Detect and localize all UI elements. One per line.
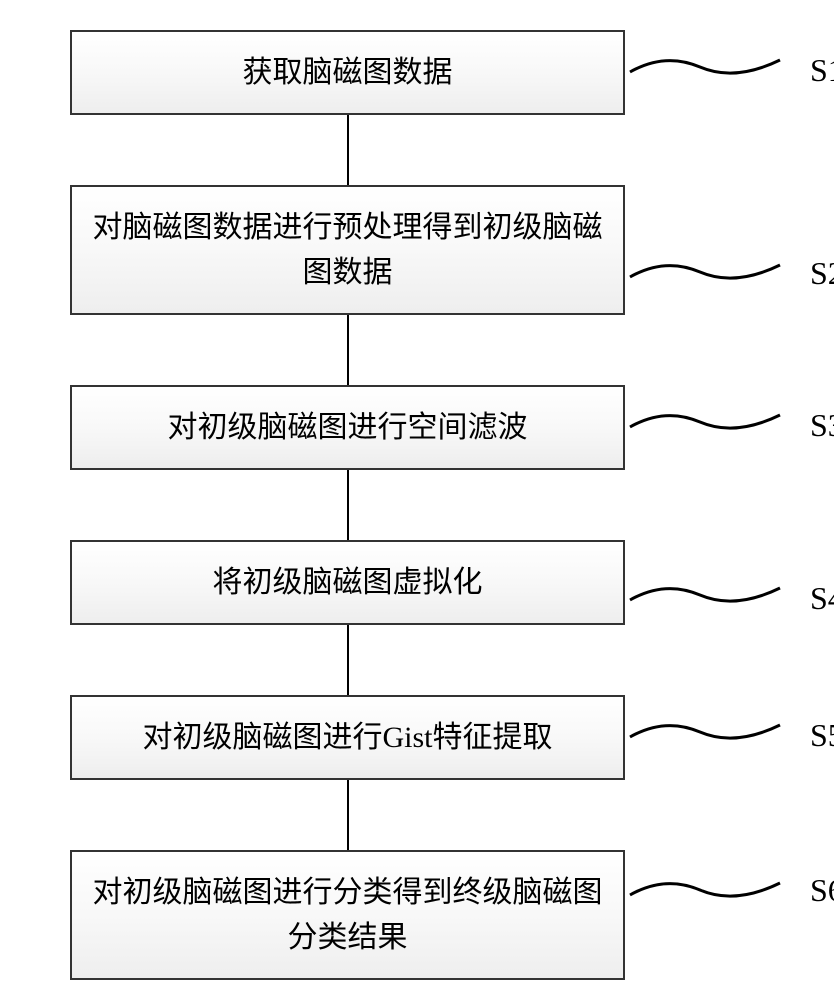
- step-text: 对脑磁图数据进行预处理得到初级脑磁图数据: [92, 205, 603, 295]
- step-label: S4: [810, 580, 834, 617]
- step-s2: 对脑磁图数据进行预处理得到初级脑磁图数据 S2: [70, 185, 770, 315]
- step-s5: 对初级脑磁图进行Gist特征提取 S5: [70, 695, 770, 780]
- step-label: S2: [810, 255, 834, 292]
- flowchart-container: 获取脑磁图数据 S1 对脑磁图数据进行预处理得到初级脑磁图数据 S2 对初级脑磁…: [70, 30, 770, 980]
- step-s3: 对初级脑磁图进行空间滤波 S3: [70, 385, 770, 470]
- step-s4: 将初级脑磁图虚拟化 S4: [70, 540, 770, 625]
- step-box: 对初级脑磁图进行分类得到终级脑磁图分类结果: [70, 850, 625, 980]
- step-text: 对初级脑磁图进行分类得到终级脑磁图分类结果: [92, 870, 603, 960]
- step-box: 将初级脑磁图虚拟化: [70, 540, 625, 625]
- step-label: S1: [810, 52, 834, 89]
- label-curve: [625, 42, 785, 92]
- connector: [347, 470, 349, 540]
- step-s1: 获取脑磁图数据 S1: [70, 30, 770, 115]
- step-box: 对脑磁图数据进行预处理得到初级脑磁图数据: [70, 185, 625, 315]
- step-s6: 对初级脑磁图进行分类得到终级脑磁图分类结果 S6: [70, 850, 770, 980]
- step-text: 对初级脑磁图进行Gist特征提取: [142, 715, 552, 760]
- step-box: 对初级脑磁图进行空间滤波: [70, 385, 625, 470]
- step-box: 获取脑磁图数据: [70, 30, 625, 115]
- label-curve: [625, 570, 785, 620]
- step-label: S3: [810, 407, 834, 444]
- step-text: 将初级脑磁图虚拟化: [213, 560, 483, 605]
- connector: [347, 315, 349, 385]
- label-curve: [625, 707, 785, 757]
- label-curve: [625, 247, 785, 297]
- step-box: 对初级脑磁图进行Gist特征提取: [70, 695, 625, 780]
- step-label: S6: [810, 872, 834, 909]
- step-text: 获取脑磁图数据: [243, 50, 453, 95]
- connector: [347, 115, 349, 185]
- step-text: 对初级脑磁图进行空间滤波: [168, 405, 528, 450]
- label-curve: [625, 865, 785, 915]
- connector: [347, 625, 349, 695]
- step-label: S5: [810, 717, 834, 754]
- label-curve: [625, 397, 785, 447]
- connector: [347, 780, 349, 850]
